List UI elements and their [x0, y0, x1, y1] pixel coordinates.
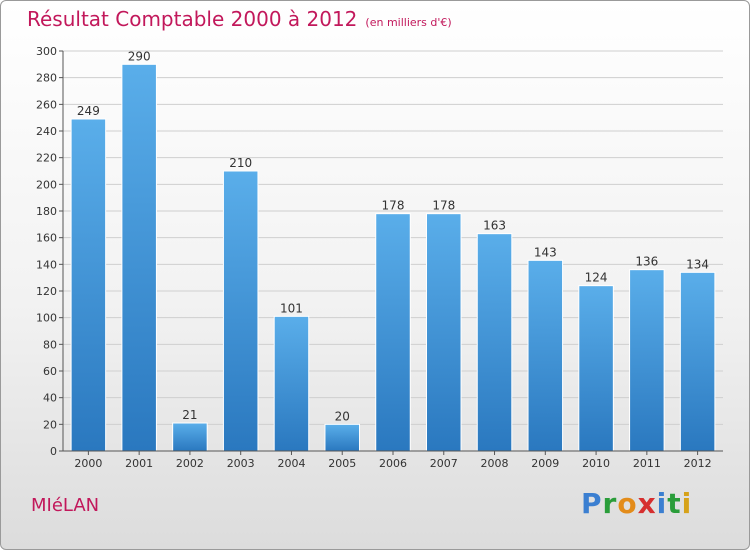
bars: 249 290 21 210 101 20 178 178 163 143 124 136 134 [70, 49, 716, 452]
x-tick-label: 2008 [481, 457, 509, 470]
x-tick-label: 2004 [277, 457, 305, 470]
bar [578, 285, 614, 452]
y-tick-label: 20 [43, 418, 57, 431]
x-tick-label: 2007 [430, 457, 458, 470]
bar [172, 422, 208, 452]
bar [324, 423, 360, 452]
bar-value-label: 124 [585, 271, 608, 285]
y-tick-label: 100 [36, 312, 57, 325]
logo-letter: P [581, 487, 603, 520]
x-tick-label: 2009 [531, 457, 559, 470]
bar-value-label: 163 [483, 219, 506, 233]
x-tick-label: 2005 [328, 457, 356, 470]
chart-title-text: Résultat Comptable 2000 à 2012 [27, 7, 358, 31]
bar [629, 269, 665, 452]
bar-value-label: 136 [635, 255, 658, 269]
logo-letter: r [602, 487, 618, 520]
commune-name: MIéLAN [31, 495, 100, 516]
y-tick-label: 80 [43, 338, 57, 351]
bar [375, 213, 411, 452]
bar-value-label: 210 [229, 156, 252, 170]
chart-title: Résultat Comptable 2000 à 2012 (en millie… [27, 7, 452, 31]
x-tick-label: 2006 [379, 457, 407, 470]
y-tick-label: 300 [36, 45, 57, 58]
bar-value-label: 21 [182, 408, 197, 422]
x-tick-label: 2012 [684, 457, 712, 470]
y-tick-label: 120 [36, 285, 57, 298]
y-tick-label: 140 [36, 258, 57, 271]
x-tick-label: 2000 [74, 457, 102, 470]
x-tick-label: 2003 [227, 457, 255, 470]
x-tick-label: 2011 [633, 457, 661, 470]
y-tick-label: 60 [43, 365, 57, 378]
y-tick-label: 200 [36, 178, 57, 191]
logo-letter: i [681, 487, 693, 520]
bar-value-label: 101 [280, 301, 303, 315]
y-tick-label: 40 [43, 392, 57, 405]
bar-value-label: 178 [432, 199, 455, 213]
x-tick-label: 2010 [582, 457, 610, 470]
bar-value-label: 143 [534, 245, 557, 259]
logo-letter: o [617, 487, 638, 520]
y-tick-label: 160 [36, 232, 57, 245]
bar [222, 170, 259, 452]
y-tick-label: 180 [36, 205, 57, 218]
y-tick-label: 240 [36, 125, 57, 138]
bar [476, 233, 513, 452]
bar [527, 259, 564, 452]
bar-value-label: 20 [335, 409, 350, 423]
x-tick-label: 2001 [125, 457, 153, 470]
logo-letter: i [656, 487, 668, 520]
axes: 0204060801001201401601802002202402602803… [36, 45, 723, 470]
y-tick-label: 220 [36, 152, 57, 165]
bar-value-label: 249 [77, 104, 100, 118]
bar [426, 213, 462, 452]
bar-value-label: 178 [382, 199, 405, 213]
bar [121, 63, 157, 452]
bar [679, 271, 716, 452]
logo-letter: x [637, 487, 657, 520]
y-tick-label: 0 [50, 445, 57, 458]
y-tick-label: 260 [36, 98, 57, 111]
bar-value-label: 290 [128, 49, 151, 63]
proxiti-logo: Proxiti [581, 487, 692, 520]
x-tick-label: 2002 [176, 457, 204, 470]
bar [273, 315, 310, 452]
logo-letter: t [667, 487, 682, 520]
bar-value-label: 134 [686, 257, 709, 271]
chart-unit: (en milliers d'€) [365, 16, 452, 29]
bar [70, 118, 107, 452]
y-tick-label: 280 [36, 72, 57, 85]
